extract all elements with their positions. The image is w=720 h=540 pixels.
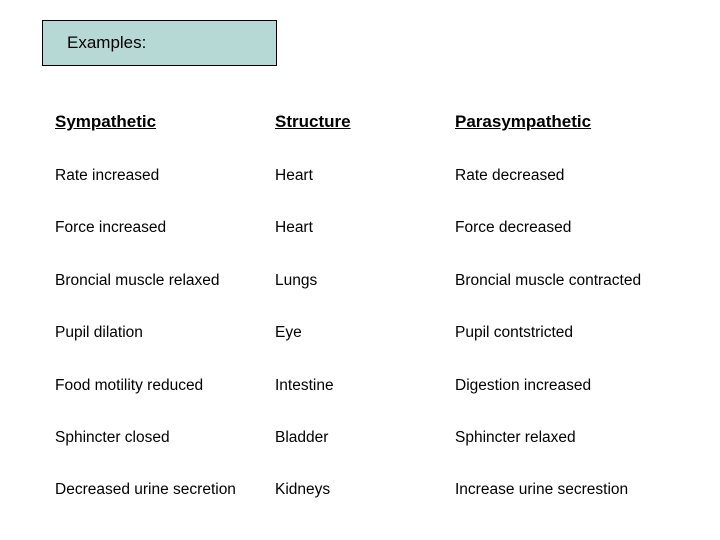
col-header-sympathetic: Sympathetic: [55, 112, 275, 132]
cell-structure: Lungs: [275, 271, 455, 290]
cell-parasympathetic: Pupil contstricted: [455, 323, 680, 342]
cell-parasympathetic: Force decreased: [455, 218, 680, 237]
table-header-row: Sympathetic Structure Parasympathetic: [55, 112, 680, 132]
cell-parasympathetic: Rate decreased: [455, 166, 680, 185]
col-header-parasympathetic: Parasympathetic: [455, 112, 680, 132]
comparison-table: Sympathetic Structure Parasympathetic Ra…: [55, 112, 680, 533]
cell-sympathetic: Force increased: [55, 218, 275, 237]
table-row: Decreased urine secretion Kidneys Increa…: [55, 480, 680, 499]
cell-structure: Intestine: [275, 376, 455, 395]
cell-parasympathetic: Broncial muscle contracted: [455, 271, 680, 290]
cell-parasympathetic: Increase urine secrestion: [455, 480, 680, 499]
cell-structure: Kidneys: [275, 480, 455, 499]
cell-sympathetic: Rate increased: [55, 166, 275, 185]
cell-structure: Eye: [275, 323, 455, 342]
table-row: Rate increased Heart Rate decreased: [55, 166, 680, 185]
table-row: Sphincter closed Bladder Sphincter relax…: [55, 428, 680, 447]
cell-structure: Bladder: [275, 428, 455, 447]
col-header-structure: Structure: [275, 112, 455, 132]
cell-structure: Heart: [275, 218, 455, 237]
cell-parasympathetic: Digestion increased: [455, 376, 680, 395]
cell-parasympathetic: Sphincter relaxed: [455, 428, 680, 447]
examples-title-text: Examples:: [67, 33, 146, 53]
cell-sympathetic: Pupil dilation: [55, 323, 275, 342]
table-row: Broncial muscle relaxed Lungs Broncial m…: [55, 271, 680, 290]
cell-structure: Heart: [275, 166, 455, 185]
cell-sympathetic: Sphincter closed: [55, 428, 275, 447]
table-row: Pupil dilation Eye Pupil contstricted: [55, 323, 680, 342]
cell-sympathetic: Decreased urine secretion: [55, 480, 275, 499]
slide-page: Examples: Sympathetic Structure Parasymp…: [0, 0, 720, 540]
cell-sympathetic: Broncial muscle relaxed: [55, 271, 275, 290]
cell-sympathetic: Food motility reduced: [55, 376, 275, 395]
examples-title-box: Examples:: [42, 20, 277, 66]
table-row: Food motility reduced Intestine Digestio…: [55, 376, 680, 395]
table-row: Force increased Heart Force decreased: [55, 218, 680, 237]
